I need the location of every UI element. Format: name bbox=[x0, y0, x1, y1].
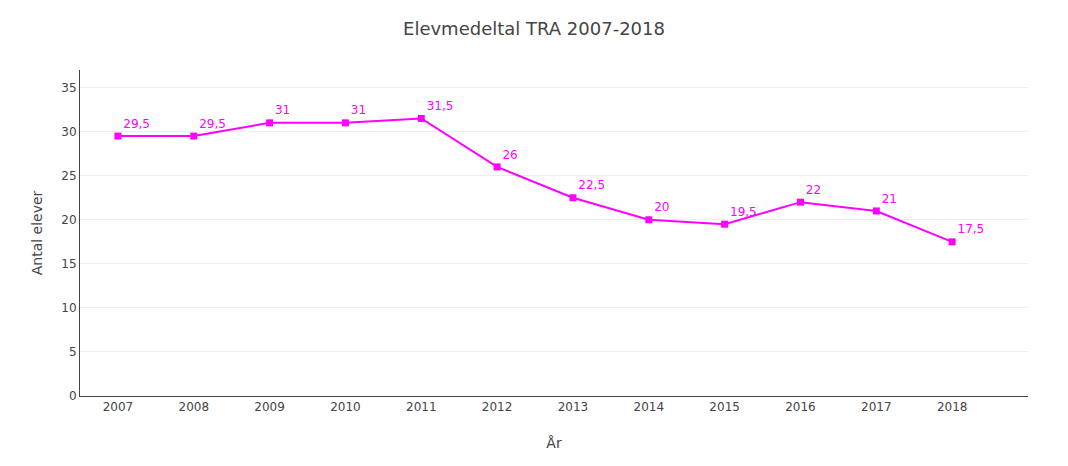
svg-text:30: 30 bbox=[61, 125, 76, 139]
svg-text:26: 26 bbox=[502, 148, 517, 162]
svg-text:2009: 2009 bbox=[254, 400, 285, 414]
svg-text:22,5: 22,5 bbox=[578, 178, 605, 192]
svg-text:35: 35 bbox=[61, 81, 76, 95]
svg-text:22: 22 bbox=[806, 183, 821, 197]
svg-text:15: 15 bbox=[61, 257, 76, 271]
svg-text:29,5: 29,5 bbox=[199, 117, 226, 131]
svg-text:2017: 2017 bbox=[861, 400, 892, 414]
svg-text:25: 25 bbox=[61, 169, 76, 183]
svg-text:2010: 2010 bbox=[330, 400, 361, 414]
svg-text:2012: 2012 bbox=[482, 400, 513, 414]
svg-text:29,5: 29,5 bbox=[123, 117, 150, 131]
svg-text:2013: 2013 bbox=[558, 400, 589, 414]
svg-text:10: 10 bbox=[61, 301, 76, 315]
svg-text:2016: 2016 bbox=[785, 400, 816, 414]
svg-text:2018: 2018 bbox=[937, 400, 968, 414]
svg-text:2007: 2007 bbox=[103, 400, 134, 414]
svg-text:2014: 2014 bbox=[634, 400, 665, 414]
svg-text:År: År bbox=[546, 435, 562, 451]
svg-text:31: 31 bbox=[275, 103, 290, 117]
svg-text:21: 21 bbox=[882, 192, 897, 206]
svg-text:20: 20 bbox=[654, 200, 669, 214]
svg-text:17,5: 17,5 bbox=[958, 222, 985, 236]
svg-text:2015: 2015 bbox=[709, 400, 740, 414]
svg-text:19,5: 19,5 bbox=[730, 205, 757, 219]
svg-text:31,5: 31,5 bbox=[427, 99, 454, 113]
svg-text:20: 20 bbox=[61, 213, 76, 227]
svg-text:5: 5 bbox=[69, 345, 77, 359]
svg-text:2011: 2011 bbox=[406, 400, 437, 414]
svg-text:Elevmedeltal TRA 2007-2018: Elevmedeltal TRA 2007-2018 bbox=[403, 18, 665, 39]
svg-text:31: 31 bbox=[351, 103, 366, 117]
svg-text:Antal elever: Antal elever bbox=[29, 190, 45, 275]
svg-text:2008: 2008 bbox=[178, 400, 209, 414]
svg-text:0: 0 bbox=[69, 389, 77, 403]
